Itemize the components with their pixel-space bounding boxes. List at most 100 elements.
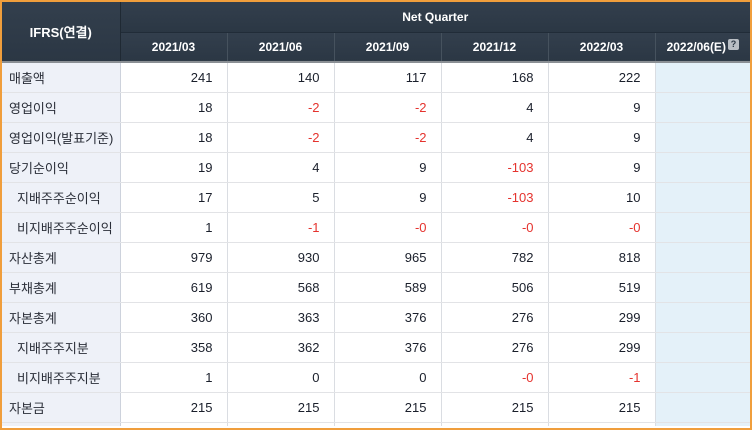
table-row: 지배주주지분 358 362 376 276 299	[2, 332, 750, 363]
value-cell: 17	[120, 182, 228, 213]
value-cell: 619	[120, 272, 228, 303]
value-cell	[655, 302, 750, 333]
row-label: 자산총계	[2, 242, 121, 273]
value-cell: 140	[227, 62, 335, 93]
value-cell: 376	[334, 302, 442, 333]
value-cell: 9	[548, 122, 656, 153]
value-cell: 9	[548, 152, 656, 183]
corner-header-ifrs: IFRS(연결)	[2, 2, 121, 63]
value-cell: -2	[334, 92, 442, 123]
value-cell: 979	[120, 242, 228, 273]
value-cell	[655, 332, 750, 363]
value-cell: 215	[334, 392, 442, 423]
value-cell: 215	[120, 392, 228, 423]
value-cell: 9	[548, 92, 656, 123]
value-cell: -1	[548, 362, 656, 393]
value-cell	[441, 422, 549, 426]
row-label: 자본금	[2, 392, 121, 423]
row-label: 영업이익(발표기준)	[2, 122, 121, 153]
value-cell: 376	[334, 332, 442, 363]
table-row-partial	[2, 422, 750, 426]
value-cell: 782	[441, 242, 549, 273]
value-cell: -0	[548, 212, 656, 243]
table-row: 부채총계 619 568 589 506 519	[2, 272, 750, 303]
row-label: 지배주주순이익	[2, 182, 121, 213]
table-row: 자산총계 979 930 965 782 818	[2, 242, 750, 273]
value-cell: 362	[227, 332, 335, 363]
value-cell	[655, 362, 750, 393]
value-cell: 276	[441, 302, 549, 333]
table-row: 당기순이익 19 4 9 -103 9	[2, 152, 750, 183]
value-cell: 117	[334, 62, 442, 93]
value-cell: 506	[441, 272, 549, 303]
value-cell: 10	[548, 182, 656, 213]
value-cell: -0	[441, 212, 549, 243]
value-cell: 363	[227, 302, 335, 333]
value-cell	[334, 422, 442, 426]
value-cell: 5	[227, 182, 335, 213]
row-label: 비지배주주지분	[2, 362, 121, 393]
table-row: 영업이익(발표기준) 18 -2 -2 4 9	[2, 122, 750, 153]
column-header-2021-03: 2021/03	[120, 32, 227, 63]
value-cell: 19	[120, 152, 228, 183]
value-cell: 930	[227, 242, 335, 273]
value-cell: 18	[120, 122, 228, 153]
row-label: 부채총계	[2, 272, 121, 303]
value-cell: 4	[441, 92, 549, 123]
value-cell: 168	[441, 62, 549, 93]
value-cell: 818	[548, 242, 656, 273]
value-cell: 215	[227, 392, 335, 423]
table-row: 영업이익 18 -2 -2 4 9	[2, 92, 750, 123]
column-header-2021-09: 2021/09	[333, 32, 441, 63]
value-cell: -103	[441, 152, 549, 183]
table-row: 매출액 241 140 117 168 222	[2, 62, 750, 93]
value-cell: 215	[441, 392, 549, 423]
value-cell: 241	[120, 62, 228, 93]
table-row: 비지배주주순이익 1 -1 -0 -0 -0	[2, 212, 750, 243]
value-cell: -2	[227, 92, 335, 123]
value-cell: 589	[334, 272, 442, 303]
value-cell: 0	[334, 362, 442, 393]
value-cell: 222	[548, 62, 656, 93]
estimate-help-icon[interactable]: ?	[727, 39, 739, 51]
group-header-net-quarter: Net Quarter	[120, 2, 750, 33]
table-row: 자본총계 360 363 376 276 299	[2, 302, 750, 333]
row-label	[2, 422, 121, 426]
value-cell: 358	[120, 332, 228, 363]
value-cell: -2	[227, 122, 335, 153]
value-cell: 519	[548, 272, 656, 303]
value-cell: 360	[120, 302, 228, 333]
value-cell	[655, 62, 750, 93]
value-cell	[548, 422, 656, 426]
value-cell: 9	[334, 182, 442, 213]
value-cell	[655, 92, 750, 123]
value-cell: 299	[548, 302, 656, 333]
table-row: 자본금 215 215 215 215 215	[2, 392, 750, 423]
value-cell: 299	[548, 332, 656, 363]
value-cell	[227, 422, 335, 426]
column-header-2022-06-e-: 2022/06(E)?	[654, 32, 750, 63]
row-label: 지배주주지분	[2, 332, 121, 363]
value-cell	[655, 122, 750, 153]
column-header-2021-06: 2021/06	[226, 32, 334, 63]
value-cell: 0	[227, 362, 335, 393]
value-cell: 276	[441, 332, 549, 363]
value-cell: 1	[120, 362, 228, 393]
row-label: 영업이익	[2, 92, 121, 123]
value-cell	[655, 182, 750, 213]
table-row: 지배주주순이익 17 5 9 -103 10	[2, 182, 750, 213]
value-cell: -1	[227, 212, 335, 243]
value-cell	[655, 392, 750, 423]
value-cell: 9	[334, 152, 442, 183]
value-cell: -0	[441, 362, 549, 393]
value-cell: -103	[441, 182, 549, 213]
value-cell	[655, 272, 750, 303]
value-cell: -2	[334, 122, 442, 153]
value-cell: 568	[227, 272, 335, 303]
value-cell: 1	[120, 212, 228, 243]
value-cell: 18	[120, 92, 228, 123]
value-cell	[655, 152, 750, 183]
value-cell: 4	[227, 152, 335, 183]
